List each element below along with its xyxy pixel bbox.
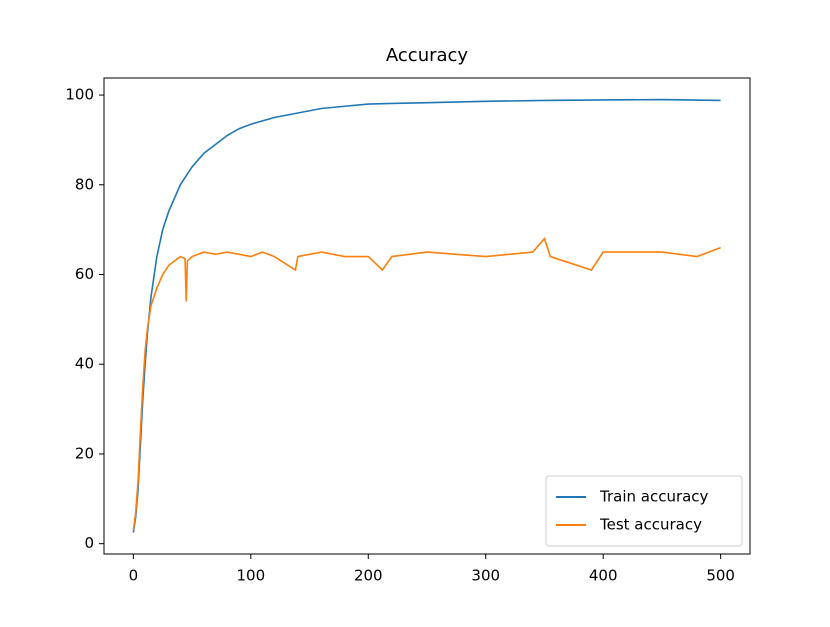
x-tick-label: 100 <box>236 567 265 585</box>
y-tick-label: 60 <box>75 265 94 283</box>
plot-frame <box>103 77 751 555</box>
chart-title: Accuracy <box>386 45 469 66</box>
x-tick-label: 0 <box>129 567 139 585</box>
x-tick-label: 300 <box>471 567 500 585</box>
y-tick-label: 80 <box>75 175 94 193</box>
y-tick-label: 0 <box>84 534 94 552</box>
y-tick-label: 20 <box>75 444 94 462</box>
data-line <box>132 98 721 533</box>
y-tick-label: 100 <box>65 86 94 104</box>
x-tick-label: 400 <box>589 567 618 585</box>
x-tick-label: 200 <box>354 567 383 585</box>
data-line <box>132 237 721 531</box>
x-tick-label: 500 <box>706 567 735 585</box>
y-tick-label: 40 <box>75 355 94 373</box>
legend-label: Test accuracy <box>599 516 702 534</box>
legend-label: Train accuracy <box>599 488 709 506</box>
legend: Train accuracy Test accuracy <box>545 475 743 547</box>
legend-box <box>545 475 743 547</box>
